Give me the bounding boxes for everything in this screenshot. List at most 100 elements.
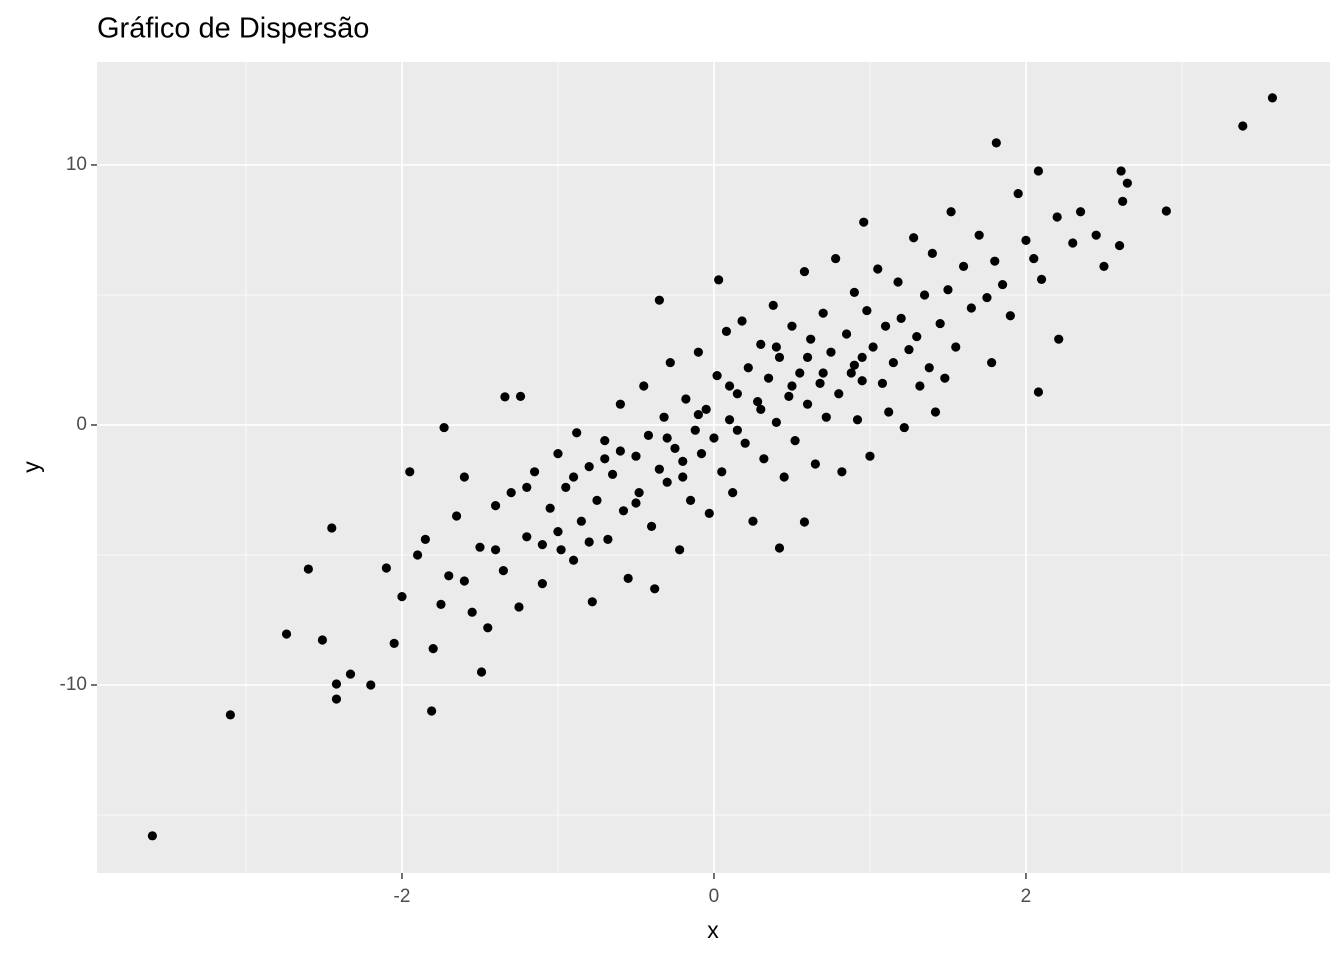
point (982, 292, 992, 303)
point (537, 578, 547, 589)
point (476, 667, 487, 677)
point (623, 573, 633, 583)
chart-title: Gráfico de Dispersão (97, 13, 369, 45)
point (826, 347, 836, 357)
point (987, 357, 997, 368)
point (704, 508, 714, 518)
point (654, 295, 664, 305)
point (1013, 188, 1023, 199)
point (646, 521, 657, 531)
point (568, 472, 579, 482)
point (846, 368, 856, 378)
point (659, 412, 669, 422)
point (459, 472, 469, 482)
point (397, 591, 407, 602)
point (561, 482, 571, 492)
point (756, 404, 766, 414)
point (912, 331, 922, 342)
point (799, 517, 810, 527)
point (884, 407, 894, 417)
point (748, 516, 758, 526)
point (857, 352, 867, 362)
point (225, 710, 235, 720)
point (732, 425, 742, 435)
point (568, 555, 579, 565)
point (1116, 166, 1126, 176)
point (857, 376, 867, 386)
point (545, 503, 555, 513)
point (779, 472, 789, 482)
point (771, 417, 781, 427)
point (1033, 387, 1044, 397)
point (1033, 166, 1044, 176)
point (678, 456, 688, 466)
point (714, 275, 724, 285)
point (759, 454, 769, 464)
point (1114, 240, 1125, 251)
x-tick-label: 2 (1021, 886, 1032, 907)
point (1029, 253, 1039, 264)
point (303, 564, 313, 574)
point (475, 542, 485, 552)
points (147, 93, 1278, 841)
point (1036, 274, 1047, 284)
point (576, 516, 586, 526)
point (436, 599, 446, 610)
point (728, 487, 738, 498)
point (940, 373, 950, 383)
point (763, 373, 774, 383)
point (849, 287, 859, 297)
point (802, 352, 813, 362)
point (584, 461, 594, 472)
point (327, 523, 337, 533)
point (331, 694, 342, 704)
point (693, 347, 703, 357)
point (724, 381, 735, 391)
point (603, 534, 613, 544)
point (834, 389, 844, 399)
point (631, 498, 641, 508)
point (771, 342, 781, 352)
point (537, 539, 547, 550)
point (615, 399, 625, 409)
point (483, 623, 493, 633)
point (927, 248, 937, 258)
point (331, 679, 342, 689)
point (958, 261, 969, 271)
point (799, 266, 810, 277)
point (405, 467, 415, 477)
point (1267, 93, 1278, 103)
point (966, 303, 976, 313)
point (592, 495, 602, 505)
point (444, 571, 454, 581)
point (556, 545, 566, 555)
point (643, 430, 654, 440)
point (818, 308, 828, 318)
point (650, 584, 660, 594)
point (618, 506, 629, 516)
point (893, 277, 903, 287)
point (506, 487, 516, 498)
point (459, 576, 469, 586)
point (690, 425, 700, 435)
point (821, 412, 831, 422)
point (439, 422, 449, 433)
point (737, 316, 747, 326)
point (946, 207, 956, 217)
point (712, 370, 722, 381)
point (909, 233, 919, 243)
point (935, 318, 945, 329)
point (412, 550, 423, 560)
point (696, 448, 707, 459)
point (732, 389, 742, 399)
point (587, 597, 597, 607)
y-tick-label: 10 (66, 154, 87, 175)
point (717, 467, 727, 477)
point (675, 545, 685, 555)
point (600, 435, 610, 446)
point (1068, 238, 1078, 248)
point (888, 357, 898, 368)
point (147, 831, 157, 841)
point (787, 321, 797, 331)
